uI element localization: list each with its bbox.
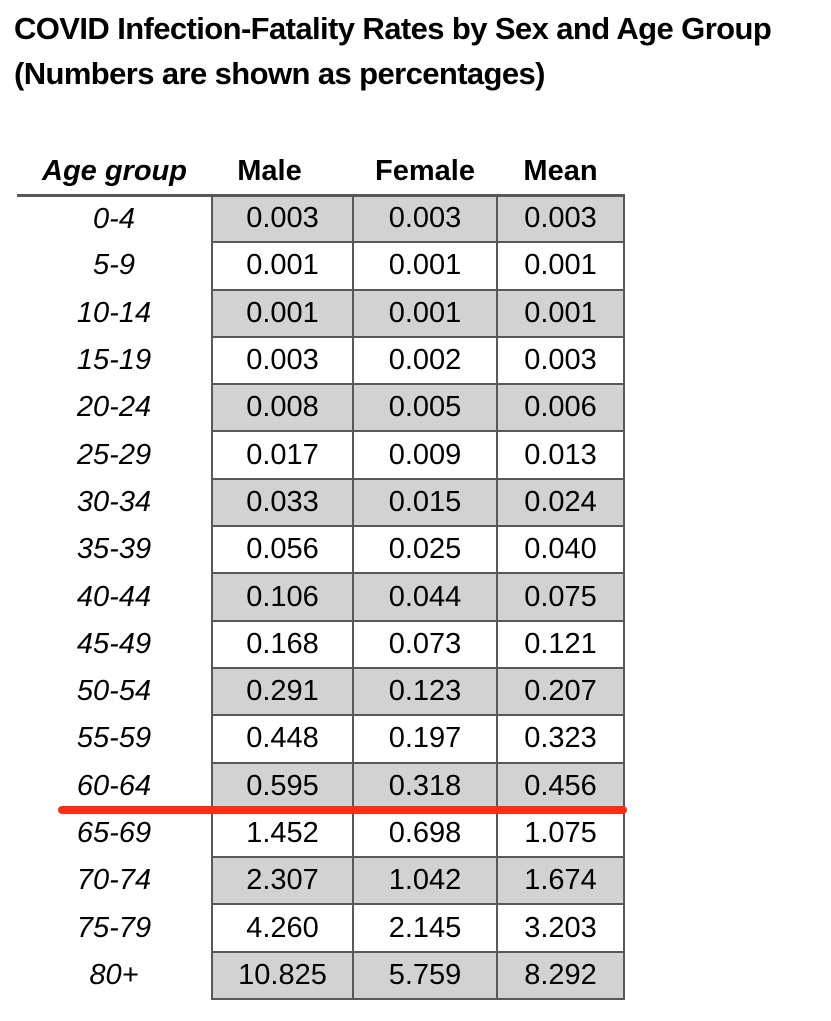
age-cell: 20-24 xyxy=(76,391,152,424)
mean-value-cell: 0.001 xyxy=(496,241,625,291)
age-cell: 0-4 xyxy=(93,202,135,235)
mean-value-cell: 0.075 xyxy=(496,572,625,622)
age-cell: 25-29 xyxy=(76,438,152,471)
male-value-cell: 1.452 xyxy=(211,808,354,859)
age-cell: 65-69 xyxy=(76,817,152,849)
female-value-cell: 0.197 xyxy=(352,714,498,764)
male-value-cell: 0.001 xyxy=(211,241,354,291)
column-header-age-group: Age group xyxy=(17,148,212,197)
mean-value-cell: 1.075 xyxy=(496,808,625,859)
chart-subtitle: (Numbers are shown as percentages) xyxy=(14,56,546,91)
female-value-cell: 0.005 xyxy=(352,383,498,433)
table-header: Age group Male Female Mean xyxy=(17,148,624,197)
female-value-cell: 0.044 xyxy=(352,572,498,622)
age-cell: 70-74 xyxy=(76,864,152,897)
mean-value-cell: 3.203 xyxy=(496,903,625,953)
male-value-cell: 0.595 xyxy=(211,761,354,811)
female-value-cell: 0.001 xyxy=(352,288,498,338)
male-value-cell: 0.106 xyxy=(211,572,354,622)
table-row: 5-9 0.001 0.001 0.001 xyxy=(17,241,625,291)
male-value-cell: 0.001 xyxy=(211,288,354,338)
table-row: 60-64 0.595 0.318 0.456 xyxy=(17,761,625,811)
table-row: 15-19 0.003 0.002 0.003 xyxy=(17,335,625,386)
mean-value-cell: 0.003 xyxy=(496,335,625,386)
table-row: 35-39 0.056 0.025 0.040 xyxy=(17,525,625,575)
male-value-cell: 0.033 xyxy=(211,477,354,528)
mean-value-cell: 0.006 xyxy=(496,383,625,433)
table-row: 10-14 0.001 0.001 0.001 xyxy=(17,288,625,338)
mean-value-cell: 0.040 xyxy=(496,525,625,575)
column-header-mean: Mean xyxy=(497,148,624,197)
female-value-cell: 0.009 xyxy=(352,430,498,480)
table-row: 50-54 0.291 0.123 0.207 xyxy=(17,666,625,717)
male-value-cell: 10.825 xyxy=(211,950,354,1001)
male-value-cell: 2.307 xyxy=(211,856,354,906)
title-block: COVID Infection-Fatality Rates by Sex an… xyxy=(14,6,772,96)
table-row: 75-79 4.260 2.145 3.203 xyxy=(17,903,625,953)
female-value-cell: 1.042 xyxy=(352,856,498,906)
female-value-cell: 0.318 xyxy=(352,761,498,811)
mean-value-cell: 0.121 xyxy=(496,619,625,669)
mean-value-cell: 0.024 xyxy=(496,477,625,528)
table-row: 20-24 0.008 0.005 0.006 xyxy=(17,383,625,433)
female-value-cell: 0.003 xyxy=(352,193,498,244)
age-cell: 40-44 xyxy=(76,580,152,613)
mean-value-cell: 1.674 xyxy=(496,856,625,906)
female-value-cell: 0.001 xyxy=(352,241,498,291)
table-row: 70-74 2.307 1.042 1.674 xyxy=(17,856,625,906)
male-value-cell: 0.008 xyxy=(211,383,354,433)
chart-title: COVID Infection-Fatality Rates by Sex an… xyxy=(14,11,772,46)
age-cell: 30-34 xyxy=(76,485,152,518)
female-value-cell: 2.145 xyxy=(352,903,498,953)
age-cell: 75-79 xyxy=(76,911,152,944)
mean-value-cell: 0.013 xyxy=(496,430,625,480)
mean-value-cell: 0.001 xyxy=(496,288,625,338)
female-value-cell: 5.759 xyxy=(352,950,498,1001)
table-row: 0-4 0.003 0.003 0.003 xyxy=(17,193,625,244)
table-row: 30-34 0.033 0.015 0.024 xyxy=(17,477,625,528)
table-row: 40-44 0.106 0.044 0.075 xyxy=(17,572,625,622)
female-value-cell: 0.025 xyxy=(352,525,498,575)
age-cell: 45-49 xyxy=(76,627,152,660)
age-cell: 50-54 xyxy=(76,675,152,708)
mean-value-cell: 8.292 xyxy=(496,950,625,1001)
female-value-cell: 0.123 xyxy=(352,666,498,717)
ifr-table: Age group Male Female Mean 0-4 0.003 0.003… xyxy=(17,148,625,1001)
table-row: 65-69 1.452 0.698 1.075 xyxy=(17,808,625,859)
male-value-cell: 0.168 xyxy=(211,619,354,669)
age-cell: 10-14 xyxy=(76,296,152,329)
column-header-male: Male xyxy=(212,148,353,197)
male-value-cell: 0.003 xyxy=(211,335,354,386)
male-value-cell: 4.260 xyxy=(211,903,354,953)
age-cell: 80+ xyxy=(89,958,139,991)
age-cell: 15-19 xyxy=(76,344,152,377)
mean-value-cell: 0.003 xyxy=(496,193,625,244)
age-cell: 60-64 xyxy=(76,769,152,802)
female-value-cell: 0.698 xyxy=(352,808,498,859)
header-row: Age group Male Female Mean xyxy=(17,148,624,197)
age-cell: 35-39 xyxy=(76,533,152,566)
age-cell: 55-59 xyxy=(76,722,152,755)
mean-value-cell: 0.456 xyxy=(496,761,625,811)
highlight-red-line xyxy=(58,806,627,814)
column-header-female: Female xyxy=(353,148,497,197)
table-row: 25-29 0.017 0.009 0.013 xyxy=(17,430,625,480)
table-row: 45-49 0.168 0.073 0.121 xyxy=(17,619,625,669)
mean-value-cell: 0.323 xyxy=(496,714,625,764)
male-value-cell: 0.003 xyxy=(211,193,354,244)
table-body: 0-4 0.003 0.003 0.003 5-9 0.001 0.001 0.001 10-1… xyxy=(17,193,625,1001)
female-value-cell: 0.073 xyxy=(352,619,498,669)
mean-value-cell: 0.207 xyxy=(496,666,625,717)
age-cell: 5-9 xyxy=(93,249,135,282)
table-row: 80+ 10.825 5.759 8.292 xyxy=(17,950,625,1001)
male-value-cell: 0.448 xyxy=(211,714,354,764)
male-value-cell: 0.017 xyxy=(211,430,354,480)
female-value-cell: 0.002 xyxy=(352,335,498,386)
male-value-cell: 0.291 xyxy=(211,666,354,717)
table-row: 55-59 0.448 0.197 0.323 xyxy=(17,714,625,764)
male-value-cell: 0.056 xyxy=(211,525,354,575)
female-value-cell: 0.015 xyxy=(352,477,498,528)
